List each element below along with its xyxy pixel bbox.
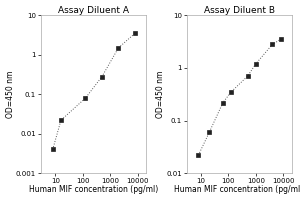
Title: Assay Diluent A: Assay Diluent A [58, 6, 129, 15]
X-axis label: Human MIF concentration (pg/ml): Human MIF concentration (pg/ml) [175, 185, 300, 194]
Y-axis label: OD=450 nm: OD=450 nm [156, 71, 165, 118]
Y-axis label: OD=450 nm: OD=450 nm [6, 71, 15, 118]
Title: Assay Diluent B: Assay Diluent B [204, 6, 274, 15]
X-axis label: Human MIF concentration (pg/ml): Human MIF concentration (pg/ml) [29, 185, 158, 194]
